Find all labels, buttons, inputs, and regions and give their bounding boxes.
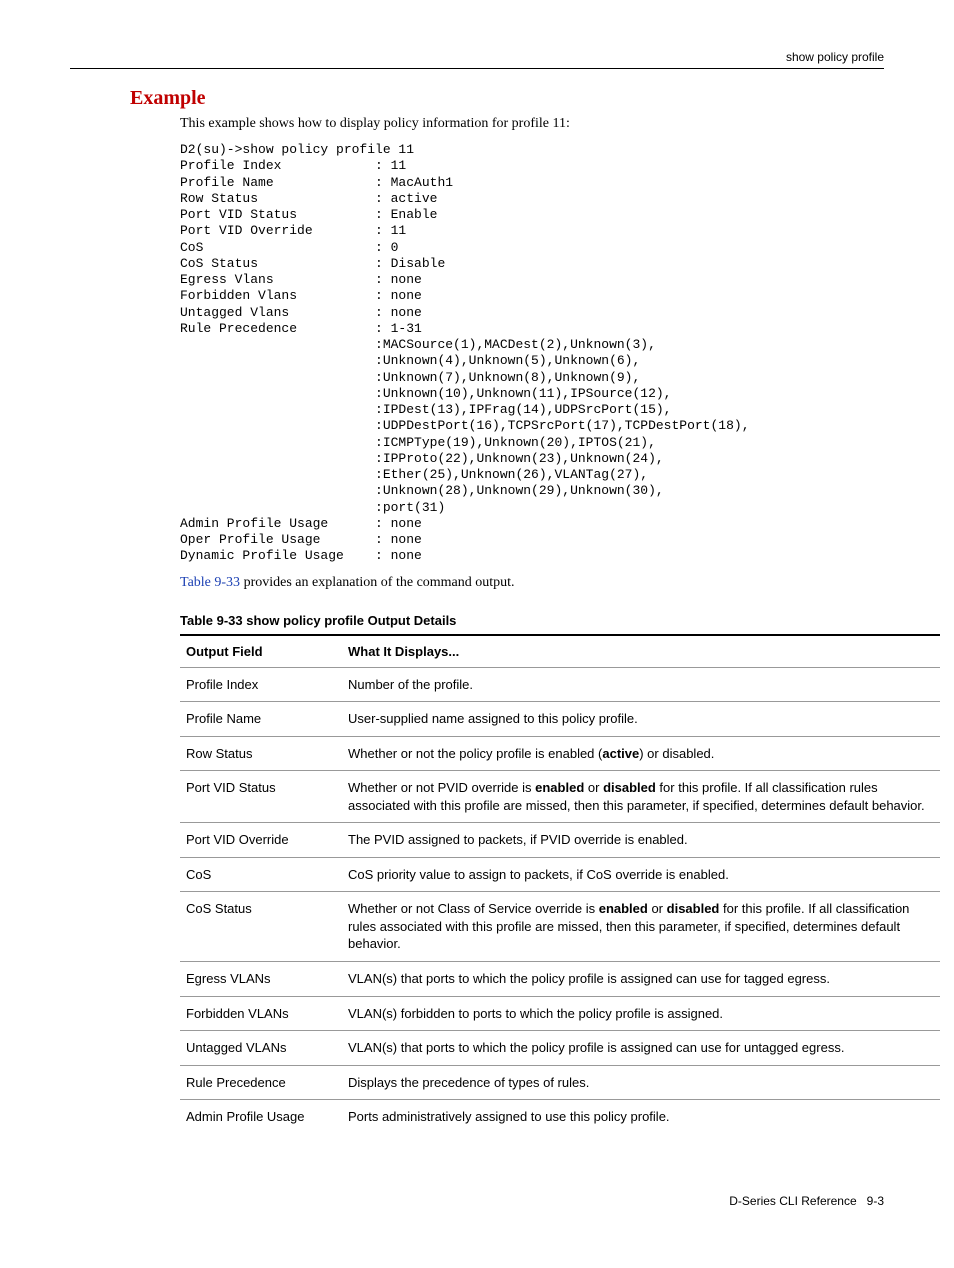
table-ref-link[interactable]: Table 9-33 (180, 575, 240, 590)
cell-desc: The PVID assigned to packets, if PVID ov… (342, 823, 940, 858)
cell-desc: VLAN(s) that ports to which the policy p… (342, 1031, 940, 1066)
output-details-table: Output Field What It Displays... Profile… (180, 634, 940, 1134)
header-breadcrumb: show policy profile (70, 50, 884, 64)
table-row: Profile NameUser-supplied name assigned … (180, 702, 940, 737)
table-row: Row StatusWhether or not the policy prof… (180, 736, 940, 771)
cell-desc: CoS priority value to assign to packets,… (342, 857, 940, 892)
cell-field: CoS (180, 857, 342, 892)
table-row: Rule PrecedenceDisplays the precedence o… (180, 1065, 940, 1100)
col-header-field: Output Field (180, 635, 342, 668)
section-heading: Example (70, 87, 884, 110)
table-row: Untagged VLANsVLAN(s) that ports to whic… (180, 1031, 940, 1066)
table-row: Egress VLANsVLAN(s) that ports to which … (180, 961, 940, 996)
cell-desc: Whether or not the policy profile is ena… (342, 736, 940, 771)
cell-field: CoS Status (180, 892, 342, 962)
table-row: Port VID OverrideThe PVID assigned to pa… (180, 823, 940, 858)
cell-desc: VLAN(s) forbidden to ports to which the … (342, 996, 940, 1031)
table-row: Port VID StatusWhether or not PVID overr… (180, 771, 940, 823)
table-row: Forbidden VLANsVLAN(s) forbidden to port… (180, 996, 940, 1031)
cell-field: Untagged VLANs (180, 1031, 342, 1066)
cell-field: Admin Profile Usage (180, 1100, 342, 1134)
top-rule (70, 68, 884, 69)
footer-page: 9-3 (867, 1194, 884, 1208)
table-row: Admin Profile UsagePorts administrativel… (180, 1100, 940, 1134)
post-code-rest: provides an explanation of the command o… (240, 575, 515, 590)
col-header-desc: What It Displays... (342, 635, 940, 668)
cell-desc: Whether or not PVID override is enabled … (342, 771, 940, 823)
table-row: CoS StatusWhether or not Class of Servic… (180, 892, 940, 962)
cell-field: Forbidden VLANs (180, 996, 342, 1031)
cell-desc: Whether or not Class of Service override… (342, 892, 940, 962)
cell-desc: Number of the profile. (342, 667, 940, 702)
footer-title: D-Series CLI Reference (729, 1194, 856, 1208)
table-row: Profile IndexNumber of the profile. (180, 667, 940, 702)
cell-field: Port VID Override (180, 823, 342, 858)
cell-field: Profile Name (180, 702, 342, 737)
cell-desc: VLAN(s) that ports to which the policy p… (342, 961, 940, 996)
cell-field: Egress VLANs (180, 961, 342, 996)
cell-desc: Ports administratively assigned to use t… (342, 1100, 940, 1134)
table-header-row: Output Field What It Displays... (180, 635, 940, 668)
table-caption: Table 9-33 show policy profile Output De… (70, 613, 884, 628)
code-block: D2(su)->show policy profile 11 Profile I… (70, 142, 884, 565)
page-footer: D-Series CLI Reference 9-3 (70, 1194, 884, 1208)
post-code-text: Table 9-33 provides an explanation of th… (70, 575, 884, 591)
cell-desc: Displays the precedence of types of rule… (342, 1065, 940, 1100)
cell-field: Profile Index (180, 667, 342, 702)
table-row: CoSCoS priority value to assign to packe… (180, 857, 940, 892)
section-intro: This example shows how to display policy… (70, 116, 884, 132)
cell-field: Row Status (180, 736, 342, 771)
cell-field: Rule Precedence (180, 1065, 342, 1100)
cell-field: Port VID Status (180, 771, 342, 823)
cell-desc: User-supplied name assigned to this poli… (342, 702, 940, 737)
